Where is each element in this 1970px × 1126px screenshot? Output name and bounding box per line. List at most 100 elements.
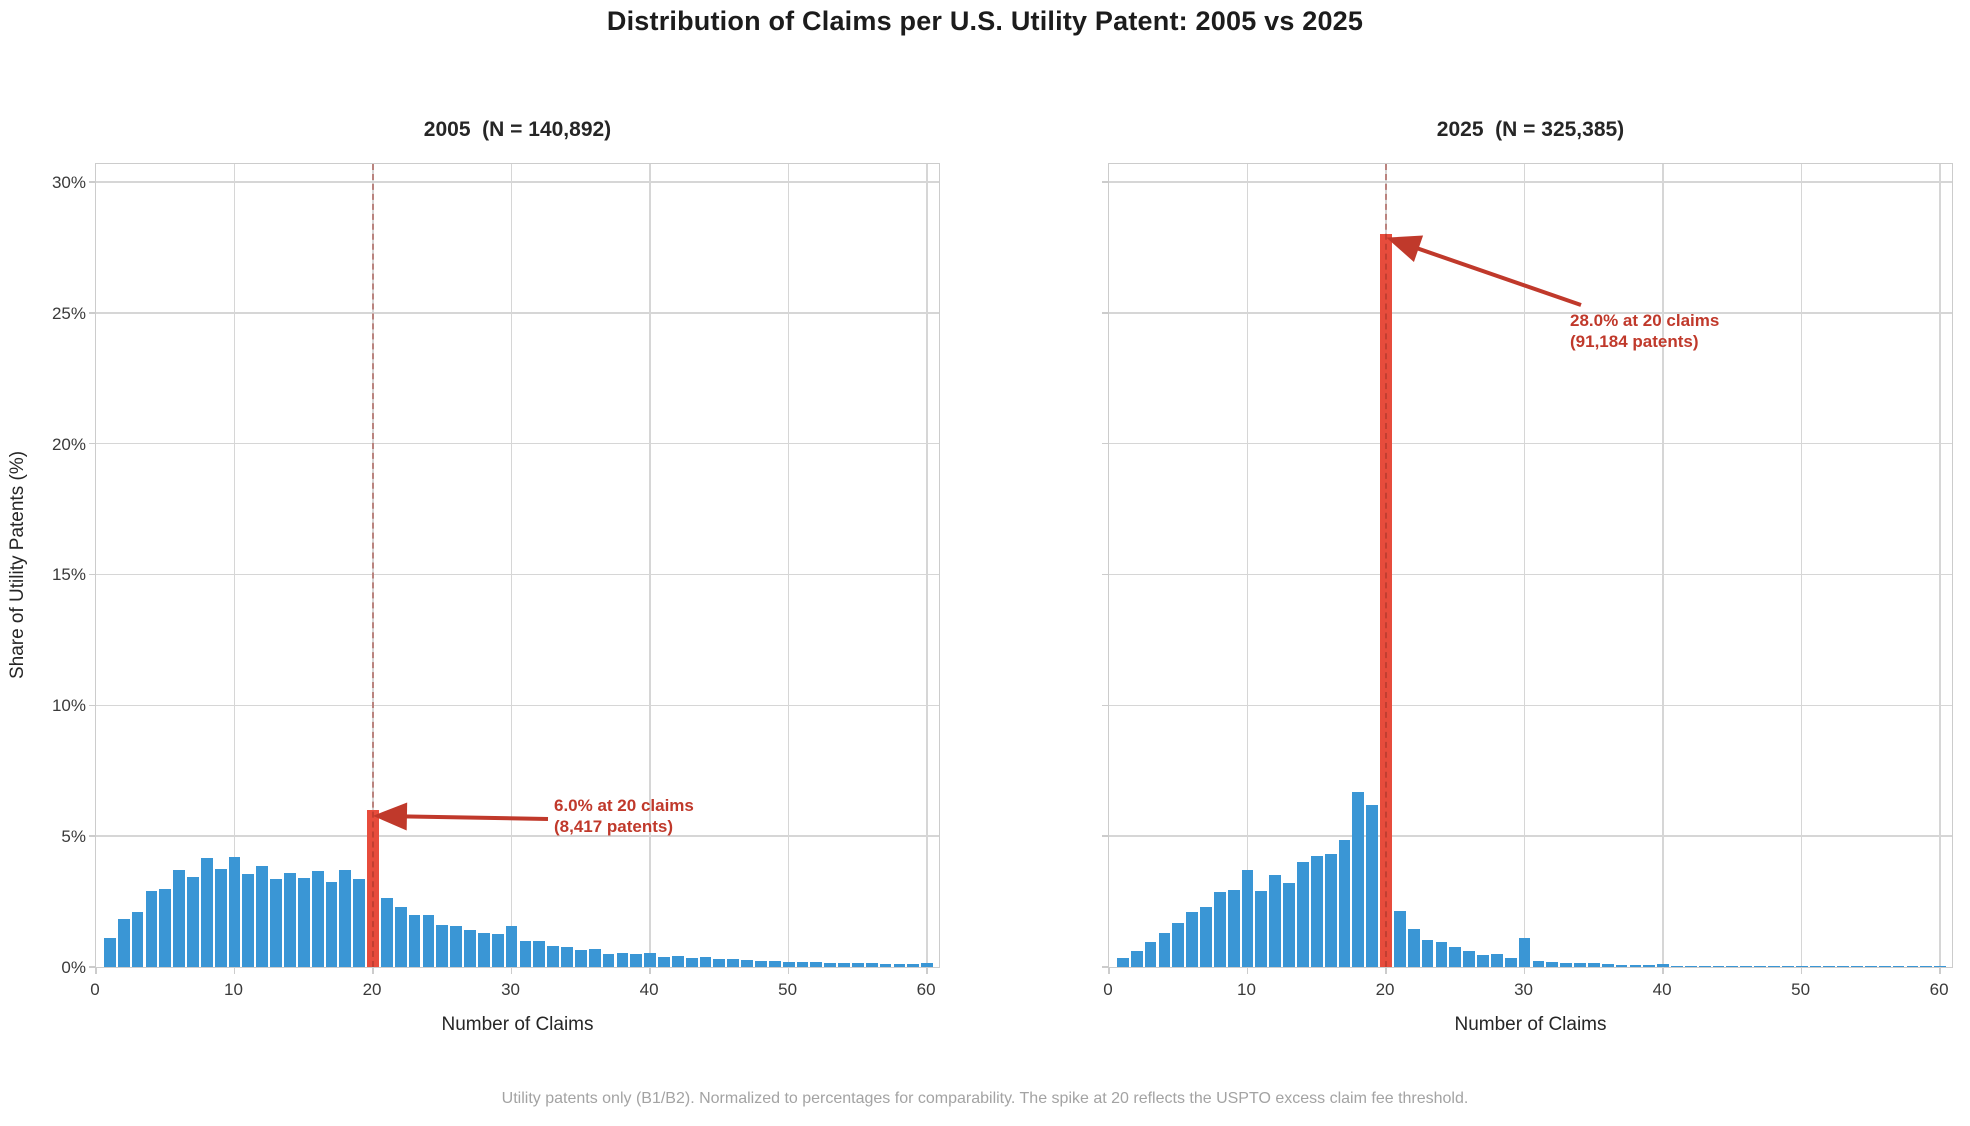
bar (131, 912, 144, 967)
bar (173, 870, 185, 967)
bar (630, 954, 643, 967)
bar (103, 938, 116, 967)
bar (782, 961, 795, 967)
bar (284, 872, 296, 967)
h-gridline (1109, 442, 1952, 445)
bar (339, 870, 352, 967)
bar (1144, 942, 1157, 967)
y-tick-label: 5% (61, 827, 86, 847)
bar (1504, 957, 1517, 967)
v-gridline (233, 164, 236, 967)
x-tick-mark (1108, 968, 1110, 974)
bar (851, 963, 864, 967)
x-tick-label: 30 (1514, 980, 1534, 999)
x-tick-label: 50 (1791, 980, 1811, 999)
bar (1906, 966, 1919, 967)
y-tick-mark (89, 181, 95, 183)
v-gridline (1939, 164, 1941, 967)
bar (588, 948, 601, 967)
bar (1615, 964, 1628, 967)
bar (214, 868, 227, 967)
bar (1435, 942, 1448, 967)
y-tick-mark (1102, 966, 1108, 968)
bar (561, 947, 573, 967)
spike-annotation: 28.0% at 20 claims (91,184 patents) (1570, 310, 1719, 352)
bar (574, 950, 587, 967)
bar (1837, 966, 1850, 967)
h-gridline (96, 704, 939, 707)
bar (145, 891, 158, 967)
bar (810, 962, 823, 967)
bar (658, 957, 670, 967)
x-tick-mark (1246, 968, 1249, 974)
bar (1310, 855, 1323, 967)
bar (1366, 804, 1379, 967)
bar (1421, 939, 1434, 967)
bar (755, 960, 767, 967)
x-tick-label: 60 (916, 980, 936, 999)
bar (1352, 791, 1365, 967)
bar (1629, 965, 1642, 967)
bar (1601, 964, 1614, 967)
bar (1407, 929, 1420, 967)
h-gridline (1109, 573, 1952, 576)
bar (1172, 922, 1185, 967)
bar (879, 963, 892, 967)
bar (117, 918, 130, 967)
bar (671, 956, 684, 967)
v-gridline (1246, 164, 1249, 967)
bar (768, 960, 781, 967)
y-tick-label: 25% (51, 303, 86, 323)
v-gridline (1523, 164, 1526, 967)
y-tick-mark (1102, 704, 1108, 707)
bar (1213, 892, 1226, 967)
x-tick-label: 40 (639, 980, 659, 999)
bar (1781, 966, 1794, 967)
bar (1394, 910, 1406, 967)
bar (824, 962, 837, 967)
x-tick-label: 50 (778, 980, 798, 999)
bar (1878, 966, 1891, 967)
bar (394, 906, 407, 967)
x-tick-label: 30 (501, 980, 521, 999)
x-tick-mark (926, 968, 928, 974)
bar (1920, 966, 1933, 967)
bar (1684, 965, 1697, 967)
bar (422, 914, 435, 967)
bar (325, 881, 338, 967)
bar (1643, 965, 1656, 967)
bar (1130, 951, 1143, 967)
x-tick-label: 20 (1375, 980, 1395, 999)
bar (865, 963, 878, 967)
x-tick-label: 20 (362, 980, 382, 999)
bar (1671, 965, 1683, 967)
bar (1532, 961, 1545, 967)
v-gridline (1800, 164, 1803, 967)
bar (893, 963, 906, 967)
chart-title: Distribution of Claims per U.S. Utility … (606, 6, 1364, 36)
y-tick-mark (1102, 312, 1108, 314)
bar (270, 879, 282, 967)
bar (1934, 966, 1947, 967)
v-gridline (649, 164, 651, 967)
x-tick-mark (1800, 968, 1803, 974)
bar (159, 888, 172, 967)
bar (838, 963, 850, 967)
bar (242, 874, 255, 967)
h-gridline (1109, 181, 1952, 183)
x-tick-mark (649, 968, 651, 974)
bar (1768, 966, 1780, 967)
bar (491, 934, 504, 967)
spike-annotation-line1: 28.0% at 20 claims (1570, 311, 1720, 330)
bar (187, 876, 199, 967)
bar (1324, 854, 1337, 967)
x-tick-label: 60 (1929, 980, 1949, 999)
v-gridline (787, 164, 790, 967)
bar (1823, 966, 1836, 967)
h-gridline (96, 181, 939, 183)
annotation-arrow (372, 802, 549, 831)
bar (311, 871, 324, 967)
bar (1726, 966, 1739, 967)
bar (1754, 966, 1766, 967)
x-tick-label: 40 (1652, 980, 1672, 999)
